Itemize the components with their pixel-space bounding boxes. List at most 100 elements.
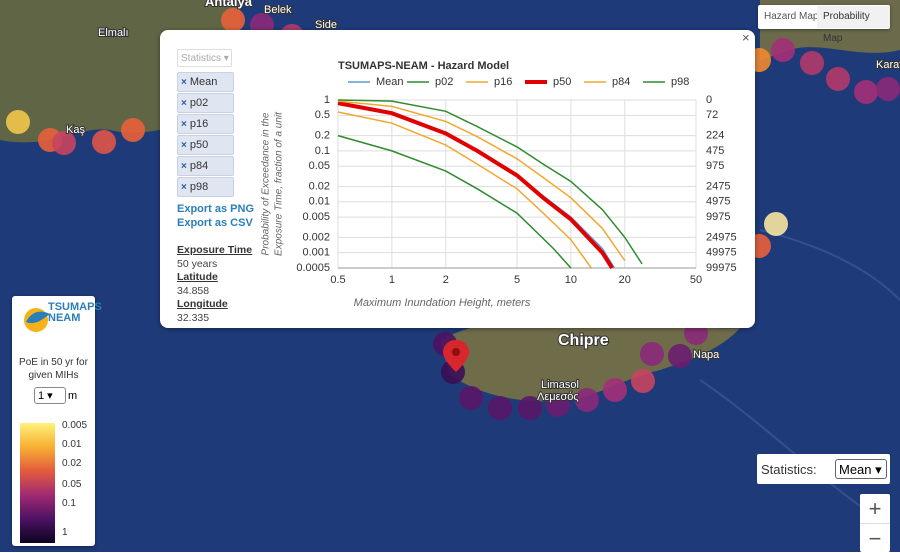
y-tick-label: 1 [324, 94, 330, 106]
map-label: Chipre [558, 332, 609, 349]
hazard-point [6, 110, 30, 134]
scale-label: 0.05 [62, 479, 82, 490]
map-label: Λεμεσός [537, 391, 579, 403]
chip[interactable]: × Mean [177, 72, 234, 92]
hazard-map-button[interactable]: Hazard Map [758, 6, 825, 28]
mih-unit: m [68, 390, 78, 402]
map-label: Limasol [541, 379, 579, 391]
y2-tick-label: 9975 [706, 211, 730, 223]
y2-tick-label: 72 [706, 109, 718, 121]
y2-tick-label: 224 [706, 129, 724, 141]
y-tick-label: 0.2 [315, 129, 330, 141]
legend-caption: PoE in 50 yr for given MIHs [19, 357, 88, 381]
y-tick-label: 0.0005 [296, 262, 330, 274]
hazard-point [52, 131, 76, 155]
y-tick-label: 0.002 [302, 231, 330, 243]
export-png[interactable]: Export as PNG [177, 203, 255, 215]
y2-tick-label: 49975 [706, 247, 737, 259]
chart: TSUMAPS-NEAM - Hazard Model Maximum Inun… [261, 60, 737, 309]
statistics-control: Statistics: Mean ▾ [757, 454, 890, 484]
map-label: Belek [264, 4, 292, 16]
chip-remove: × [181, 161, 187, 172]
y2-tick-label: 2475 [706, 180, 730, 192]
mih-value: 1 [38, 390, 45, 402]
series-line [337, 101, 614, 270]
legend-label: p50 [553, 76, 571, 88]
map-label: Side [315, 19, 337, 31]
hazard-point [518, 396, 542, 420]
chip-remove: × [181, 77, 187, 88]
y-tick-label: 0.005 [302, 211, 330, 223]
hazard-point [876, 77, 900, 101]
mih-select[interactable]: 1 ▾ [34, 387, 66, 404]
chip-text: p16 [189, 118, 209, 130]
hazard-point [764, 212, 788, 236]
scale-label: 1 [62, 527, 68, 538]
y-tick-label: 0.1 [315, 145, 330, 157]
series-line [337, 99, 643, 265]
x-tick-label: 1 [389, 274, 395, 286]
info-value: 32.335 [177, 312, 210, 324]
hazard-point [854, 80, 878, 104]
x-tick-label: 50 [690, 274, 702, 286]
hazard-point [800, 51, 824, 75]
legend-label: p84 [612, 76, 630, 88]
y2-tick-label: 4975 [706, 196, 730, 208]
hazard-point [546, 393, 570, 417]
x-axis-label: Maximum Inundation Height, meters [354, 297, 531, 309]
chip-remove: × [181, 182, 187, 193]
legend-panel: TSUMAPS NEAM PoE in 50 yr for given MIHs… [12, 296, 102, 546]
y-tick-label: 0.01 [309, 196, 330, 208]
logo-text: TSUMAPS NEAM [48, 301, 102, 324]
hazard-point [631, 369, 655, 393]
cyprus [440, 316, 740, 402]
hazard-point [92, 130, 116, 154]
y2-tick-label: 975 [706, 160, 724, 172]
y-tick-label: 0.5 [315, 109, 330, 121]
map-label: Elmalı [98, 27, 129, 39]
x-tick-label: 20 [619, 274, 631, 286]
chip-text: Mean [189, 76, 218, 88]
hazard-point [221, 8, 245, 32]
info-value: 34.858 [177, 285, 210, 297]
statistics-select[interactable]: Mean ▾ [835, 459, 887, 479]
popup: × Statistics ▾ × Mean × p02 × p16 × p50 × p84 × p98… [160, 30, 755, 328]
chip[interactable]: × p50 [177, 135, 234, 155]
close-button[interactable]: × [742, 30, 750, 45]
series-line [337, 134, 572, 269]
scale-label: 0.01 [62, 439, 82, 450]
zoom-in[interactable]: + [868, 496, 882, 521]
y2-tick-label: 99975 [706, 262, 737, 274]
chip[interactable]: × p02 [177, 93, 234, 113]
chip-remove: × [181, 140, 187, 151]
info-heading: Latitude [177, 271, 218, 283]
scale-label: 0.1 [62, 498, 76, 509]
logo-icon [24, 308, 50, 332]
zoom-control: + − [860, 494, 890, 552]
export-csv[interactable]: Export as CSV [177, 217, 253, 229]
chip[interactable]: × p98 [177, 177, 234, 197]
chip[interactable]: × p84 [177, 156, 234, 176]
map-label: Kaş [66, 124, 85, 136]
chip[interactable]: × p16 [177, 114, 234, 134]
map-label: Antalya [205, 0, 253, 9]
probability-map-button[interactable]: Probability Map [817, 6, 890, 44]
chip-text: p50 [189, 139, 209, 151]
series-line [337, 100, 626, 262]
legend-label: p98 [671, 76, 689, 88]
info-value: 50 years [177, 258, 218, 270]
hazard-point [488, 396, 512, 420]
x-tick-label: 5 [514, 274, 520, 286]
statistics-label: Statistics: [761, 462, 817, 477]
legend-label: p02 [435, 76, 453, 88]
scale-label: 0.02 [62, 458, 82, 469]
info-heading: Exposure Time [177, 244, 253, 256]
statistics-select[interactable]: Statistics ▾ [177, 49, 232, 67]
plot: 0.5 1 2 5 10 20 50 1 0.5 0.2 0.1 0.05 0.02 0.01 0.005 0… [296, 76, 736, 286]
map-label: Karat [876, 59, 900, 71]
y2-tick-label: 475 [706, 145, 724, 157]
chip-text: p84 [189, 160, 209, 172]
zoom-out[interactable]: − [860, 523, 890, 553]
x-tick-label: 10 [565, 274, 577, 286]
